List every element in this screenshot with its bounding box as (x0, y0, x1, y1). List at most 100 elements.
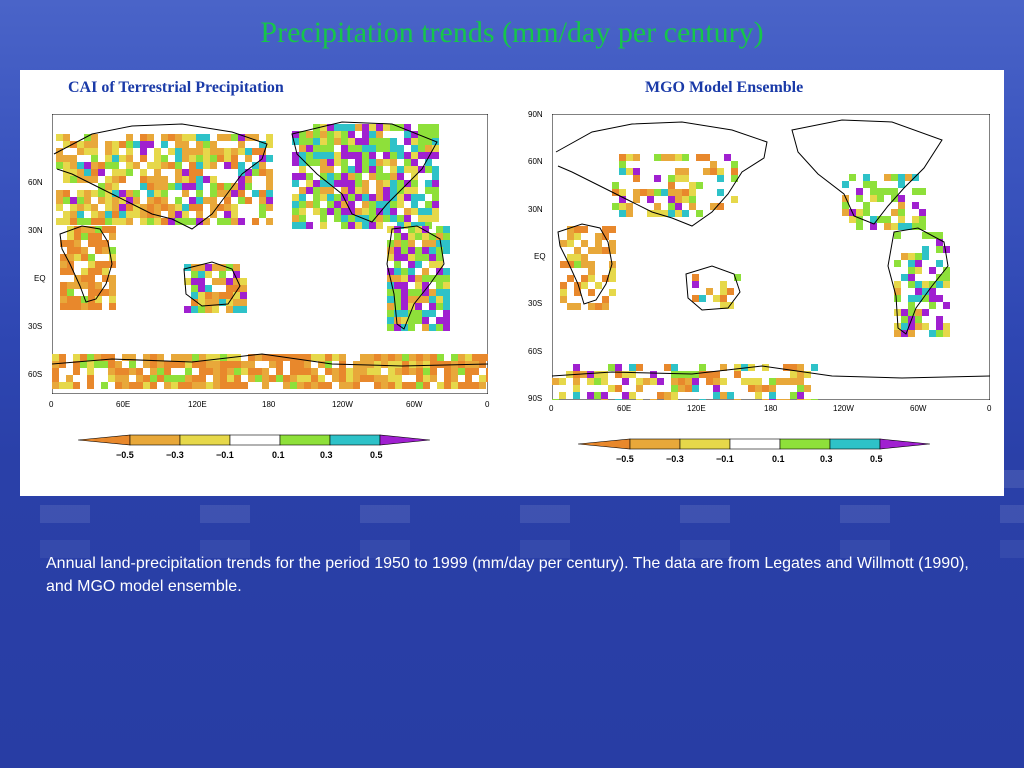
trend-cell (182, 211, 189, 218)
trend-cell (355, 215, 362, 222)
trend-cell (341, 180, 348, 187)
trend-cell (192, 382, 199, 389)
trend-cell (429, 233, 436, 240)
trend-cell (479, 354, 486, 361)
trend-cell (573, 378, 580, 385)
trend-cell (432, 208, 439, 215)
trend-cell (341, 194, 348, 201)
trend-cell (647, 189, 654, 196)
colorbar-segment (379, 434, 431, 446)
trend-cell (77, 211, 84, 218)
trend-cell (429, 310, 436, 317)
trend-cell (567, 233, 574, 240)
trend-cell (415, 303, 422, 310)
trend-cell (664, 392, 671, 399)
trend-cell (234, 361, 241, 368)
trend-cell (297, 382, 304, 389)
trend-cell (98, 183, 105, 190)
trend-cell (164, 368, 171, 375)
trend-cell (574, 247, 581, 254)
trend-cell (203, 211, 210, 218)
trend-cell (418, 152, 425, 159)
trend-cell (238, 190, 245, 197)
trend-cell (689, 189, 696, 196)
trend-cell (133, 134, 140, 141)
trend-cell (313, 187, 320, 194)
trend-cell (671, 399, 678, 400)
trend-cell (115, 375, 122, 382)
trend-cell (436, 247, 443, 254)
trend-cell (168, 183, 175, 190)
trend-cell (119, 197, 126, 204)
trend-cell (105, 162, 112, 169)
trend-cell (755, 385, 762, 392)
trend-cell (299, 222, 306, 229)
trend-cell (581, 226, 588, 233)
trend-cell (266, 169, 273, 176)
trend-cell (929, 295, 936, 302)
trend-cell (901, 323, 908, 330)
trend-cell (88, 282, 95, 289)
trend-cell (560, 296, 567, 303)
trend-cell (88, 261, 95, 268)
trend-cell (63, 134, 70, 141)
trend-cell (109, 261, 116, 268)
trend-cell (105, 204, 112, 211)
trend-cell (699, 364, 706, 371)
trend-cell (191, 271, 198, 278)
trend-cell (601, 378, 608, 385)
trend-cell (126, 162, 133, 169)
trend-cell (901, 274, 908, 281)
trend-cell (397, 201, 404, 208)
trend-cell (341, 208, 348, 215)
trend-cell (905, 223, 912, 230)
trend-cell (915, 288, 922, 295)
trend-cell (422, 289, 429, 296)
trend-cell (231, 211, 238, 218)
trend-cell (418, 124, 425, 131)
trend-cell (689, 203, 696, 210)
trend-cell (56, 162, 63, 169)
trend-cell (360, 375, 367, 382)
trend-cell (390, 152, 397, 159)
trend-cell (443, 226, 450, 233)
trend-cell (423, 375, 430, 382)
trend-cell (292, 159, 299, 166)
trend-cell (362, 152, 369, 159)
trend-cell (259, 204, 266, 211)
trend-cell (588, 303, 595, 310)
trend-cell (376, 159, 383, 166)
trend-cell (682, 168, 689, 175)
trend-cell (376, 131, 383, 138)
trend-cell (436, 303, 443, 310)
trend-cell (136, 382, 143, 389)
trend-cell (685, 392, 692, 399)
trend-cell (105, 211, 112, 218)
trend-cell (418, 215, 425, 222)
trend-cell (161, 183, 168, 190)
trend-cell (252, 169, 259, 176)
trend-cell (362, 124, 369, 131)
trend-cell (755, 392, 762, 399)
trend-cell (581, 275, 588, 282)
trend-cell (292, 194, 299, 201)
left-colorbar-tick: −0.3 (166, 450, 184, 460)
trend-cell (720, 288, 727, 295)
trend-cell (432, 124, 439, 131)
trend-cell (633, 154, 640, 161)
trend-cell (908, 295, 915, 302)
trend-cell (178, 382, 185, 389)
trend-cell (394, 296, 401, 303)
trend-cell (383, 138, 390, 145)
trend-cell (394, 275, 401, 282)
trend-cell (241, 382, 248, 389)
trend-cell (717, 168, 724, 175)
trend-cell (552, 399, 559, 400)
trend-cell (408, 254, 415, 261)
trend-cell (401, 233, 408, 240)
trend-cell (341, 159, 348, 166)
trend-cell (436, 289, 443, 296)
trend-cell (912, 202, 919, 209)
trend-cell (74, 275, 81, 282)
trend-cell (432, 152, 439, 159)
